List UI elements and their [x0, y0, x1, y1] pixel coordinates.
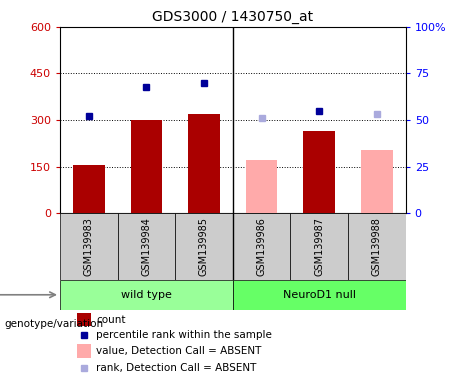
Text: value, Detection Call = ABSENT: value, Detection Call = ABSENT	[96, 346, 261, 356]
Bar	[73, 165, 105, 213]
Bar	[233, 280, 406, 310]
Bar	[188, 114, 220, 213]
Text: wild type: wild type	[121, 290, 172, 300]
Bar	[303, 131, 335, 213]
Title: GDS3000 / 1430750_at: GDS3000 / 1430750_at	[152, 10, 313, 25]
Text: percentile rank within the sample: percentile rank within the sample	[96, 330, 272, 340]
Text: NeuroD1 null: NeuroD1 null	[283, 290, 356, 300]
Text: count: count	[96, 315, 126, 325]
Text: GSM139984: GSM139984	[142, 217, 151, 276]
Text: GSM139986: GSM139986	[257, 217, 266, 276]
Bar	[77, 344, 91, 358]
Bar	[118, 213, 175, 280]
Bar	[246, 161, 278, 213]
Bar	[290, 213, 348, 280]
Bar	[348, 213, 406, 280]
Text: genotype/variation: genotype/variation	[5, 319, 104, 329]
Text: GSM139988: GSM139988	[372, 217, 382, 276]
Bar	[361, 150, 393, 213]
Bar	[175, 213, 233, 280]
Bar	[233, 213, 290, 280]
Bar	[130, 120, 162, 213]
Text: rank, Detection Call = ABSENT: rank, Detection Call = ABSENT	[96, 363, 257, 373]
Bar	[60, 213, 118, 280]
Bar	[60, 280, 233, 310]
Text: GSM139987: GSM139987	[314, 217, 324, 276]
Bar	[77, 313, 91, 326]
Text: GSM139985: GSM139985	[199, 217, 209, 276]
Text: GSM139983: GSM139983	[84, 217, 94, 276]
